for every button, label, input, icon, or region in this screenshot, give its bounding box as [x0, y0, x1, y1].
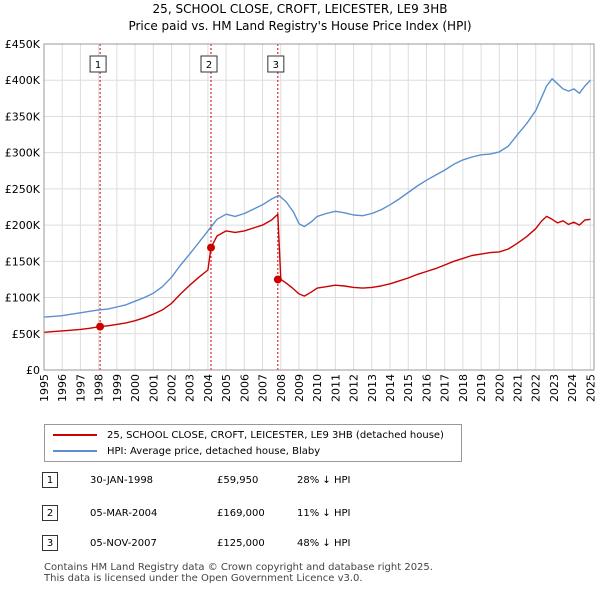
legend-swatch-property: [53, 434, 97, 436]
sale-point: [273, 275, 282, 284]
sale-marker-label: 2: [206, 60, 212, 71]
legend-label-property: 25, SCHOOL CLOSE, CROFT, LEICESTER, LE9 …: [107, 430, 444, 441]
x-tick-label: 2013: [366, 374, 379, 402]
y-tick-label: £200K: [5, 219, 41, 232]
x-tick-label: 2006: [238, 374, 251, 402]
x-tick-label: 2018: [457, 374, 470, 402]
x-tick-label: 1999: [111, 374, 124, 402]
x-tick-label: 2007: [257, 374, 270, 402]
x-tick-label: 2022: [530, 374, 543, 402]
y-tick-label: £450K: [5, 38, 41, 51]
legend: 25, SCHOOL CLOSE, CROFT, LEICESTER, LE9 …: [44, 424, 462, 462]
x-tick-label: 2023: [548, 374, 561, 402]
x-tick-label: 2005: [220, 374, 233, 402]
sale-point: [207, 243, 216, 252]
price-chart: £0 £50K £100K £150K £200K £250K £300K £350K £400…: [5, 38, 598, 402]
sale-number-badge: 1: [42, 472, 58, 488]
plot-border: [43, 43, 595, 371]
sale-marker-badge: [89, 55, 107, 73]
sale-row: 2 05-MAR-2004 £169,000 11% ↓ HPI: [42, 505, 462, 523]
chart-subtitle: Price paid vs. HM Land Registry's House …: [128, 19, 472, 33]
legend-item-hpi: HPI: Average price, detached house, Blab…: [53, 444, 320, 460]
y-tick-label: £400K: [5, 74, 41, 87]
sale-date: 30-JAN-1998: [90, 475, 154, 486]
sale-hpi-diff: 48% ↓ HPI: [297, 538, 351, 549]
x-tick-label: 1998: [93, 374, 106, 402]
y-tick-label: £0: [26, 364, 40, 377]
legend-swatch-hpi: [53, 450, 97, 452]
sale-price: £125,000: [217, 538, 265, 549]
sale-hpi-diff: 11% ↓ HPI: [297, 508, 351, 519]
x-tick-label: 1996: [56, 374, 69, 402]
sale-marker-badge: [267, 55, 285, 73]
x-tick-label: 2025: [584, 374, 597, 402]
sale-date: 05-NOV-2007: [90, 538, 157, 549]
footer-copyright: Contains HM Land Registry data © Crown c…: [44, 562, 433, 573]
sale-marker-label: 3: [273, 60, 279, 71]
x-tick-label: 2020: [493, 374, 506, 402]
y-tick-label: £100K: [5, 292, 41, 305]
x-tick-label: 2012: [348, 374, 361, 402]
x-tick-label: 1995: [38, 374, 51, 402]
y-tick-label: £150K: [5, 255, 41, 268]
x-tick-label: 2024: [566, 374, 579, 402]
y-tick-label: £350K: [5, 110, 41, 123]
x-tick-label: 2011: [329, 374, 342, 402]
legend-item-property: 25, SCHOOL CLOSE, CROFT, LEICESTER, LE9 …: [53, 428, 444, 444]
hpi-series-line: [43, 78, 591, 318]
sale-date: 05-MAR-2004: [90, 508, 158, 519]
sale-marker-label: 1: [95, 60, 101, 71]
x-tick-label: 2004: [202, 374, 215, 402]
x-tick-label: 1997: [74, 374, 87, 402]
y-tick-label: £300K: [5, 147, 41, 160]
x-tick-label: 2015: [402, 374, 415, 402]
sale-marker-badge: [200, 55, 218, 73]
footer-licence: This data is licensed under the Open Gov…: [44, 573, 363, 584]
x-tick-label: 2002: [165, 374, 178, 402]
sale-price: £169,000: [217, 508, 265, 519]
chart-title: 25, SCHOOL CLOSE, CROFT, LEICESTER, LE9 …: [152, 2, 448, 16]
x-tick-label: 2003: [184, 374, 197, 402]
sale-number-badge: 2: [42, 505, 58, 521]
x-tick-label: 2021: [512, 374, 525, 402]
x-tick-label: 2009: [293, 374, 306, 402]
y-tick-label: £250K: [5, 183, 41, 196]
plot-area: [44, 44, 594, 370]
sale-number-badge: 3: [42, 535, 58, 551]
x-tick-label: 2001: [147, 374, 160, 402]
x-tick-label: 2017: [439, 374, 452, 402]
x-tick-label: 2008: [275, 374, 288, 402]
sale-hpi-diff: 28% ↓ HPI: [297, 475, 351, 486]
sale-price: £59,950: [217, 475, 259, 486]
legend-label-hpi: HPI: Average price, detached house, Blab…: [107, 446, 321, 457]
property-series-line: [43, 213, 591, 333]
sale-row: 1 30-JAN-1998 £59,950 28% ↓ HPI: [42, 472, 462, 490]
x-tick-label: 2016: [420, 374, 433, 402]
x-tick-label: 2000: [129, 374, 142, 402]
x-tick-label: 2014: [384, 374, 397, 402]
x-tick-label: 2019: [475, 374, 488, 402]
sale-point: [96, 322, 105, 331]
y-tick-label: £50K: [12, 328, 41, 341]
x-tick-label: 2010: [311, 374, 324, 402]
sale-row: 3 05-NOV-2007 £125,000 48% ↓ HPI: [42, 535, 462, 553]
footer: Contains HM Land Registry data © Crown c…: [44, 562, 433, 584]
